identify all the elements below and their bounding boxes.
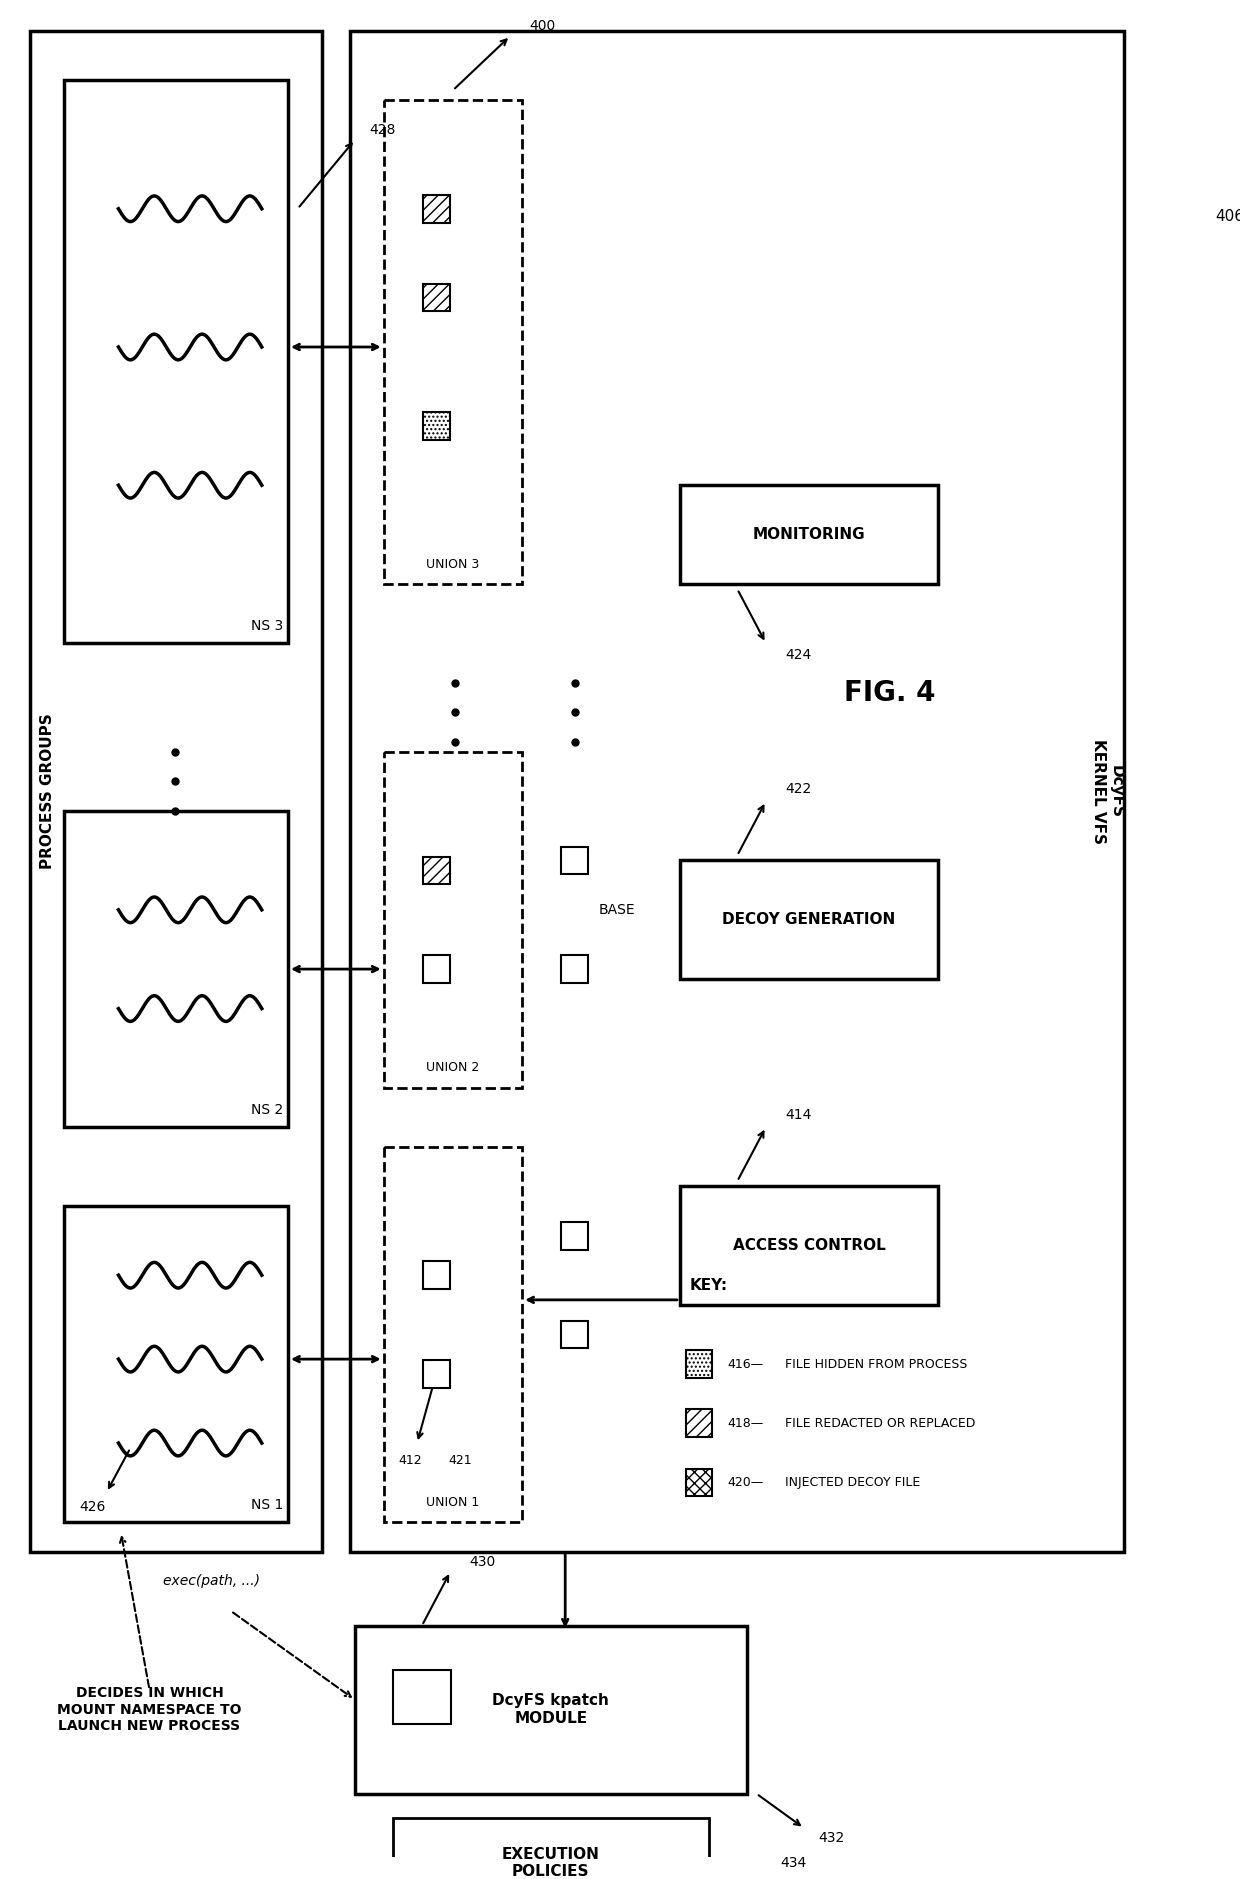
Text: DECOY GENERATION: DECOY GENERATION <box>722 911 895 926</box>
Text: DcyFS
KERNEL VFS: DcyFS KERNEL VFS <box>1091 738 1123 844</box>
Text: 432: 432 <box>818 1830 844 1845</box>
Text: 412: 412 <box>398 1454 422 1467</box>
Bar <box>383 100 522 584</box>
Bar <box>562 955 588 983</box>
Text: 414: 414 <box>785 1109 811 1122</box>
Bar <box>350 32 1125 1552</box>
Bar <box>562 1321 588 1349</box>
Bar <box>30 32 321 1552</box>
Text: UNION 1: UNION 1 <box>427 1496 480 1509</box>
Bar <box>423 195 450 222</box>
Text: BASE: BASE <box>599 902 635 917</box>
Text: KEY:: KEY: <box>689 1278 728 1293</box>
Bar <box>686 1409 712 1437</box>
Bar <box>383 1146 522 1522</box>
Bar <box>383 752 522 1088</box>
Bar <box>63 81 288 643</box>
Text: 416—: 416— <box>728 1357 764 1370</box>
Text: 424: 424 <box>785 648 811 661</box>
Text: 421: 421 <box>449 1454 472 1467</box>
Bar <box>562 1221 588 1250</box>
Text: FILE HIDDEN FROM PROCESS: FILE HIDDEN FROM PROCESS <box>785 1357 967 1370</box>
Text: 434: 434 <box>780 1856 806 1870</box>
Text: NS 2: NS 2 <box>250 1103 283 1118</box>
Bar <box>680 861 937 979</box>
Text: UNION 2: UNION 2 <box>427 1062 480 1075</box>
Text: UNION 3: UNION 3 <box>427 558 480 571</box>
Bar <box>423 955 450 983</box>
Bar <box>423 1360 450 1389</box>
Bar <box>423 284 450 312</box>
Text: 400: 400 <box>529 19 556 34</box>
Text: INJECTED DECOY FILE: INJECTED DECOY FILE <box>785 1477 920 1488</box>
Bar <box>393 1670 450 1725</box>
Bar <box>63 1206 288 1522</box>
Bar <box>680 485 937 584</box>
Text: NS 3: NS 3 <box>250 620 283 633</box>
Text: NS 1: NS 1 <box>250 1498 283 1513</box>
Text: PROCESS GROUPS: PROCESS GROUPS <box>40 714 55 870</box>
Bar <box>686 1351 712 1377</box>
Bar <box>680 1186 937 1304</box>
Text: 420—: 420— <box>728 1477 764 1488</box>
Text: DECIDES IN WHICH
MOUNT NAMESPACE TO
LAUNCH NEW PROCESS: DECIDES IN WHICH MOUNT NAMESPACE TO LAUN… <box>57 1687 242 1732</box>
Text: DcyFS kpatch
MODULE: DcyFS kpatch MODULE <box>492 1693 609 1727</box>
Bar <box>562 847 588 874</box>
Text: exec(path, ...): exec(path, ...) <box>164 1575 260 1588</box>
Text: 406: 406 <box>1215 209 1240 224</box>
Bar <box>423 857 450 885</box>
Bar <box>63 812 288 1127</box>
Text: 426: 426 <box>79 1499 105 1514</box>
Text: 422: 422 <box>785 782 811 797</box>
Bar <box>355 1625 746 1794</box>
Text: FILE REDACTED OR REPLACED: FILE REDACTED OR REPLACED <box>785 1417 976 1430</box>
Text: EXECUTION
POLICIES: EXECUTION POLICIES <box>502 1847 600 1879</box>
Text: MONITORING: MONITORING <box>753 528 866 543</box>
Text: FIG. 4: FIG. 4 <box>844 678 936 707</box>
Text: 418—: 418— <box>728 1417 764 1430</box>
Text: 428: 428 <box>370 122 396 137</box>
Text: 430: 430 <box>470 1554 496 1569</box>
Bar <box>393 1819 708 1879</box>
Text: ACCESS CONTROL: ACCESS CONTROL <box>733 1238 885 1253</box>
Bar <box>686 1469 712 1496</box>
Bar <box>423 1261 450 1289</box>
Bar <box>423 412 450 440</box>
